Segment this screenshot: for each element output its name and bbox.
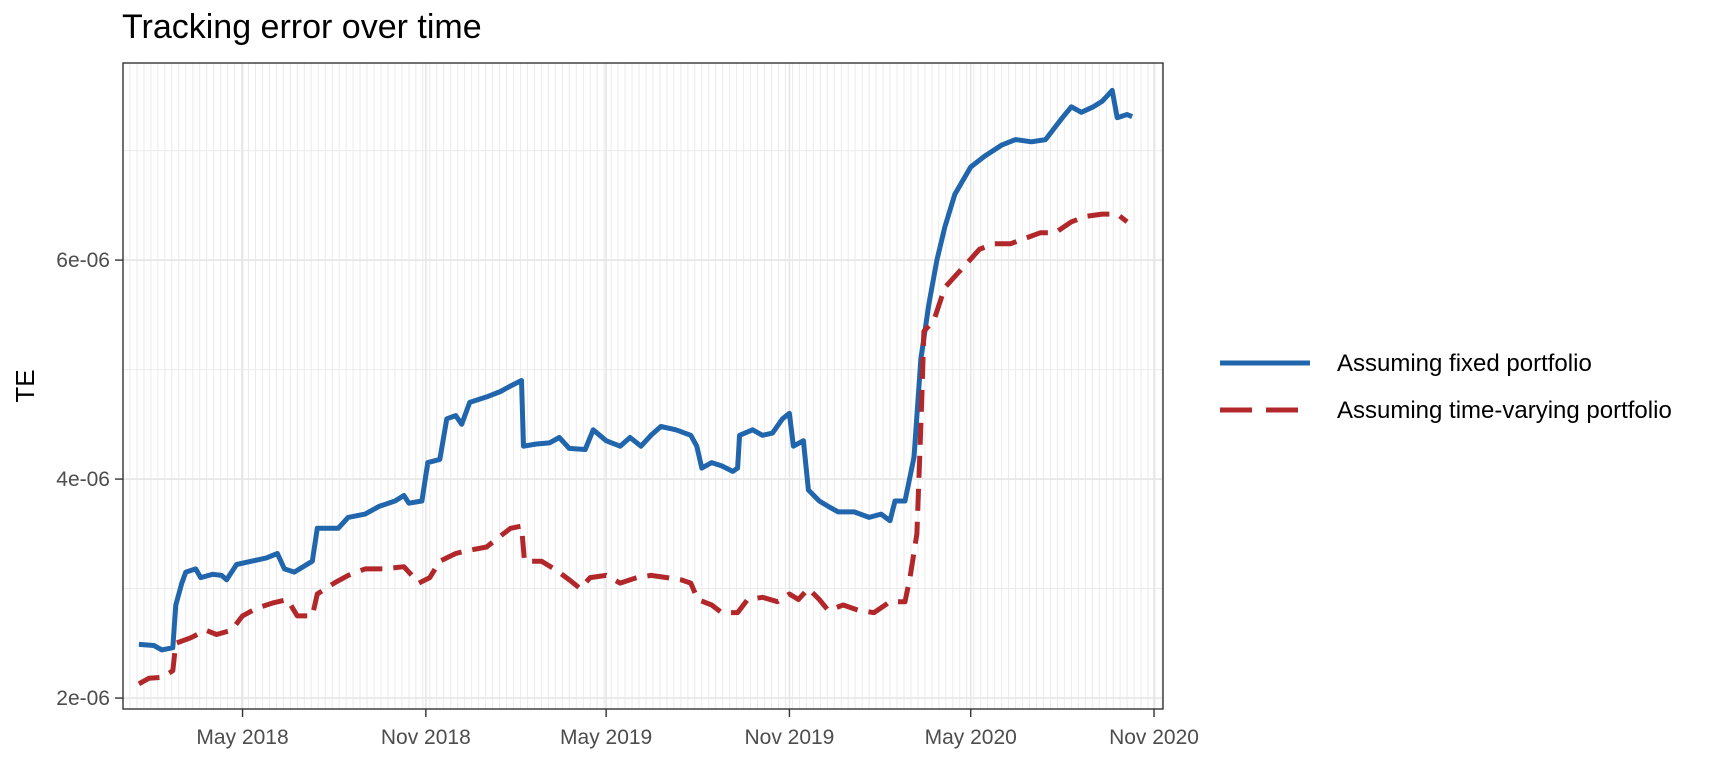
plot-panel-border [122, 62, 1164, 710]
x-tick-label: May 2020 [925, 726, 1017, 749]
series-lines [137, 87, 1134, 686]
grid [122, 63, 1163, 709]
legend-label-2: Assuming time-varying portfolio [1337, 397, 1672, 424]
x-tick-label: Nov 2018 [381, 726, 471, 749]
y-axis: 2e-06 4e-06 6e-06 [56, 249, 123, 710]
y-tick-label: 4e-06 [56, 468, 110, 491]
series-line-2 [137, 211, 1129, 686]
x-tick-label: Nov 2020 [1109, 726, 1199, 749]
legend: Assuming fixed portfolio Assuming time-va… [1220, 350, 1672, 424]
x-axis: May 2018 Nov 2018 May 2019 Nov 2019 May 2020… [196, 709, 1199, 749]
y-axis-title: TE [10, 369, 40, 402]
y-tick-label: 6e-06 [56, 249, 110, 272]
y-tick-label: 2e-06 [56, 687, 110, 710]
x-tick-label: May 2019 [560, 726, 652, 749]
series-line-1 [138, 87, 1134, 653]
x-tick-label: May 2018 [196, 726, 288, 749]
x-tick-label: Nov 2019 [744, 726, 834, 749]
chart-title: Tracking error over time [122, 8, 482, 46]
legend-label-1: Assuming fixed portfolio [1337, 350, 1592, 377]
